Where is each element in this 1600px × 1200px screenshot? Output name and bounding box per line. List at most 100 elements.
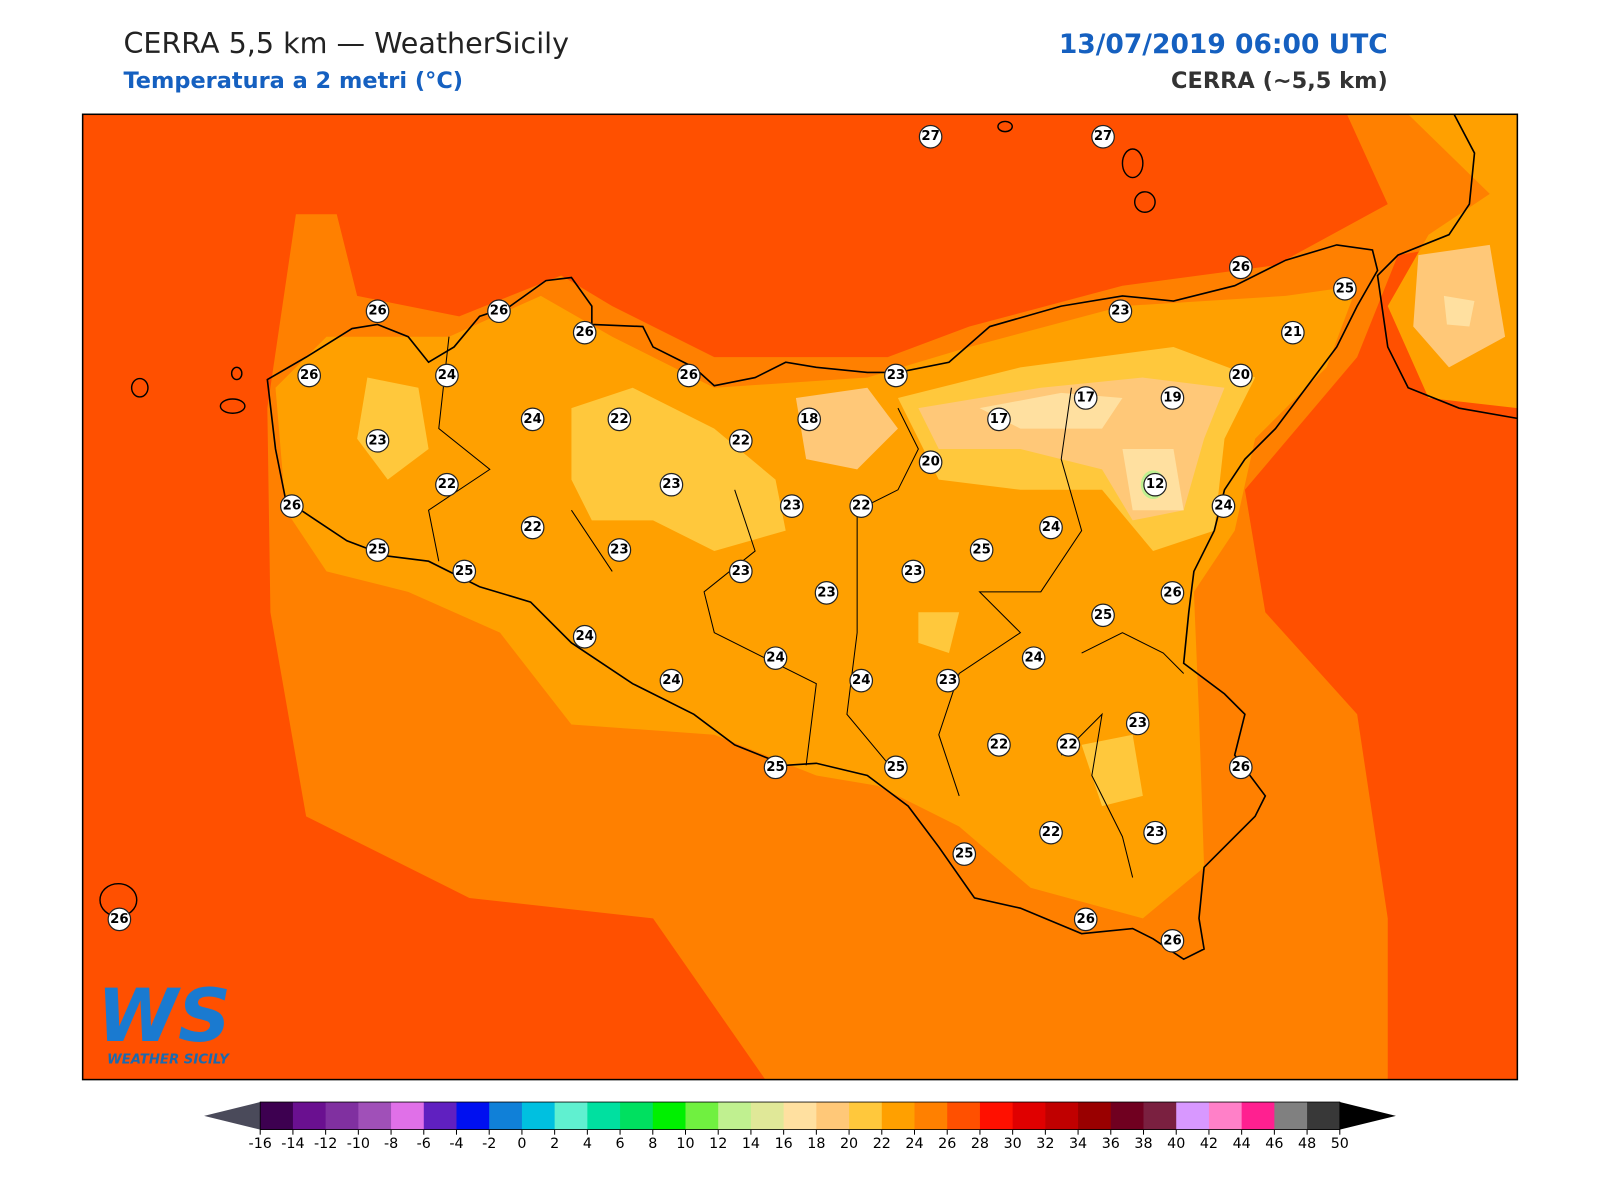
colorbar-tick-label: -10 (347, 1136, 370, 1152)
station: 22 (1056, 733, 1081, 757)
station-value: 20 (1232, 368, 1250, 383)
colorbar-box (1012, 1102, 1046, 1130)
station-marker (780, 494, 804, 518)
station-marker (952, 842, 977, 866)
colorbar-box (947, 1102, 981, 1130)
datetime: 13/07/2019 06:00 UTC (1059, 29, 1388, 60)
station: 23 (884, 363, 908, 388)
station: 22 (728, 428, 753, 453)
colorbar-tick-label: 14 (742, 1136, 760, 1152)
colorbar-box (1307, 1102, 1341, 1130)
colorbar-tick-label: 26 (938, 1136, 956, 1152)
station-value: 12 (1146, 477, 1164, 492)
station: 26 (297, 363, 322, 388)
station: 23 (1108, 299, 1133, 324)
station-value: 23 (939, 673, 957, 688)
colorbar-box (1143, 1102, 1177, 1130)
station-value: 23 (1129, 716, 1147, 731)
colorbar-box (391, 1102, 425, 1130)
colorbar-tick-label: 44 (1233, 1136, 1251, 1152)
colorbar-tick-label: 8 (648, 1136, 657, 1152)
colorbar-box (849, 1102, 883, 1130)
coastline-sicily (266, 244, 1379, 961)
colorbar-tick-label: 2 (550, 1136, 559, 1152)
station-value: 24 (852, 673, 870, 688)
station-value: 23 (887, 368, 905, 383)
station-value: 23 (817, 585, 835, 600)
colorbar-box (783, 1102, 817, 1130)
station-marker (280, 494, 304, 518)
colorbar-box (620, 1102, 654, 1130)
station: 26 (676, 363, 701, 388)
station: 24 (849, 668, 874, 693)
station-value: 23 (1111, 304, 1129, 319)
title: CERRA 5,5 km — WeatherSicily (123, 26, 569, 60)
colorbar-tick-label: 36 (1102, 1136, 1120, 1152)
station-value: 24 (575, 629, 593, 644)
station-marker (365, 299, 390, 324)
station: 25 (1091, 603, 1115, 628)
station-marker (1333, 276, 1357, 301)
station-marker (1056, 733, 1081, 757)
colorbar-box (1241, 1102, 1275, 1130)
station-marker (297, 363, 322, 388)
station-marker (987, 407, 1011, 432)
colorbar-tick-label: 0 (517, 1136, 526, 1152)
station-marker (1228, 255, 1253, 280)
station-marker (763, 755, 788, 780)
station: 23 (814, 581, 839, 605)
station-value: 25 (887, 760, 905, 775)
station-marker (763, 646, 788, 670)
station-marker (1021, 646, 1046, 670)
colorbar-box (489, 1102, 523, 1130)
station: 24 (572, 624, 597, 649)
station-value: 22 (438, 477, 456, 492)
station: 24 (1039, 515, 1063, 540)
station-value: 27 (921, 129, 939, 144)
map-frame (81, 113, 1519, 1081)
colorbar-tick-label: 16 (775, 1136, 793, 1152)
colorbar-tick-label: 50 (1331, 1136, 1349, 1152)
logo-mark: WS (97, 974, 231, 1059)
station-value: 27 (1094, 129, 1112, 144)
contour-20 (795, 244, 1506, 521)
station-marker (797, 407, 822, 432)
colorbar-box (260, 1102, 294, 1130)
station: 20 (918, 450, 943, 475)
station-marker (728, 428, 753, 453)
station-marker (435, 363, 459, 388)
subtitle: Temperatura a 2 metri (°C) (123, 68, 463, 94)
station-value: 20 (921, 455, 939, 470)
station-value: 26 (1163, 585, 1181, 600)
station-value: 24 (766, 651, 784, 666)
station-value: 26 (300, 368, 318, 383)
station: 22 (520, 515, 545, 540)
station: 24 (1211, 494, 1236, 518)
station-value: 22 (1042, 825, 1060, 840)
station-value: 25 (455, 564, 473, 579)
station: 26 (107, 907, 132, 932)
station-marker (918, 124, 943, 149)
station: 25 (763, 755, 788, 780)
station-value: 24 (1214, 499, 1232, 514)
station-value: 26 (575, 325, 593, 340)
station-marker (1125, 711, 1150, 736)
contour-22 (357, 346, 1256, 807)
colorbar-box (816, 1102, 850, 1130)
station-marker (814, 581, 839, 605)
station-marker (1143, 472, 1167, 497)
station-marker (1039, 515, 1063, 540)
station-marker (607, 538, 632, 562)
station-marker (849, 668, 874, 693)
station: 24 (520, 407, 545, 432)
colorbar-tick-label: -16 (249, 1136, 272, 1152)
station: 24 (659, 668, 684, 693)
station: 23 (780, 494, 804, 518)
colorbar-under (204, 1102, 261, 1130)
station: 24 (763, 646, 788, 670)
station-value: 25 (972, 543, 990, 558)
station: 23 (607, 538, 632, 562)
station-marker (987, 733, 1011, 757)
station-value: 26 (680, 368, 698, 383)
